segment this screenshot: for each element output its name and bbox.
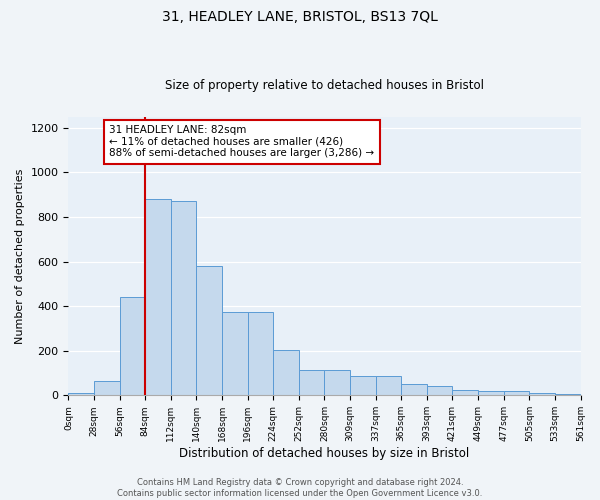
Bar bbox=[248, 312, 273, 396]
Bar bbox=[452, 390, 478, 396]
Bar bbox=[145, 199, 171, 396]
Bar bbox=[350, 376, 376, 396]
Bar bbox=[503, 392, 529, 396]
Text: 31, HEADLEY LANE, BRISTOL, BS13 7QL: 31, HEADLEY LANE, BRISTOL, BS13 7QL bbox=[162, 10, 438, 24]
Bar bbox=[376, 376, 401, 396]
Bar bbox=[529, 393, 555, 396]
Bar bbox=[427, 386, 452, 396]
Bar bbox=[196, 266, 222, 396]
Bar bbox=[171, 202, 196, 396]
Bar bbox=[555, 394, 580, 396]
Text: 31 HEADLEY LANE: 82sqm
← 11% of detached houses are smaller (426)
88% of semi-de: 31 HEADLEY LANE: 82sqm ← 11% of detached… bbox=[109, 125, 374, 158]
Bar bbox=[478, 392, 503, 396]
Y-axis label: Number of detached properties: Number of detached properties bbox=[15, 168, 25, 344]
Title: Size of property relative to detached houses in Bristol: Size of property relative to detached ho… bbox=[165, 79, 484, 92]
Bar bbox=[94, 381, 119, 396]
Bar bbox=[273, 350, 299, 396]
Bar bbox=[119, 298, 145, 396]
Text: Contains HM Land Registry data © Crown copyright and database right 2024.
Contai: Contains HM Land Registry data © Crown c… bbox=[118, 478, 482, 498]
Bar bbox=[401, 384, 427, 396]
Bar bbox=[325, 370, 350, 396]
Bar bbox=[222, 312, 248, 396]
X-axis label: Distribution of detached houses by size in Bristol: Distribution of detached houses by size … bbox=[179, 447, 470, 460]
Bar bbox=[68, 392, 94, 396]
Bar bbox=[299, 370, 325, 396]
